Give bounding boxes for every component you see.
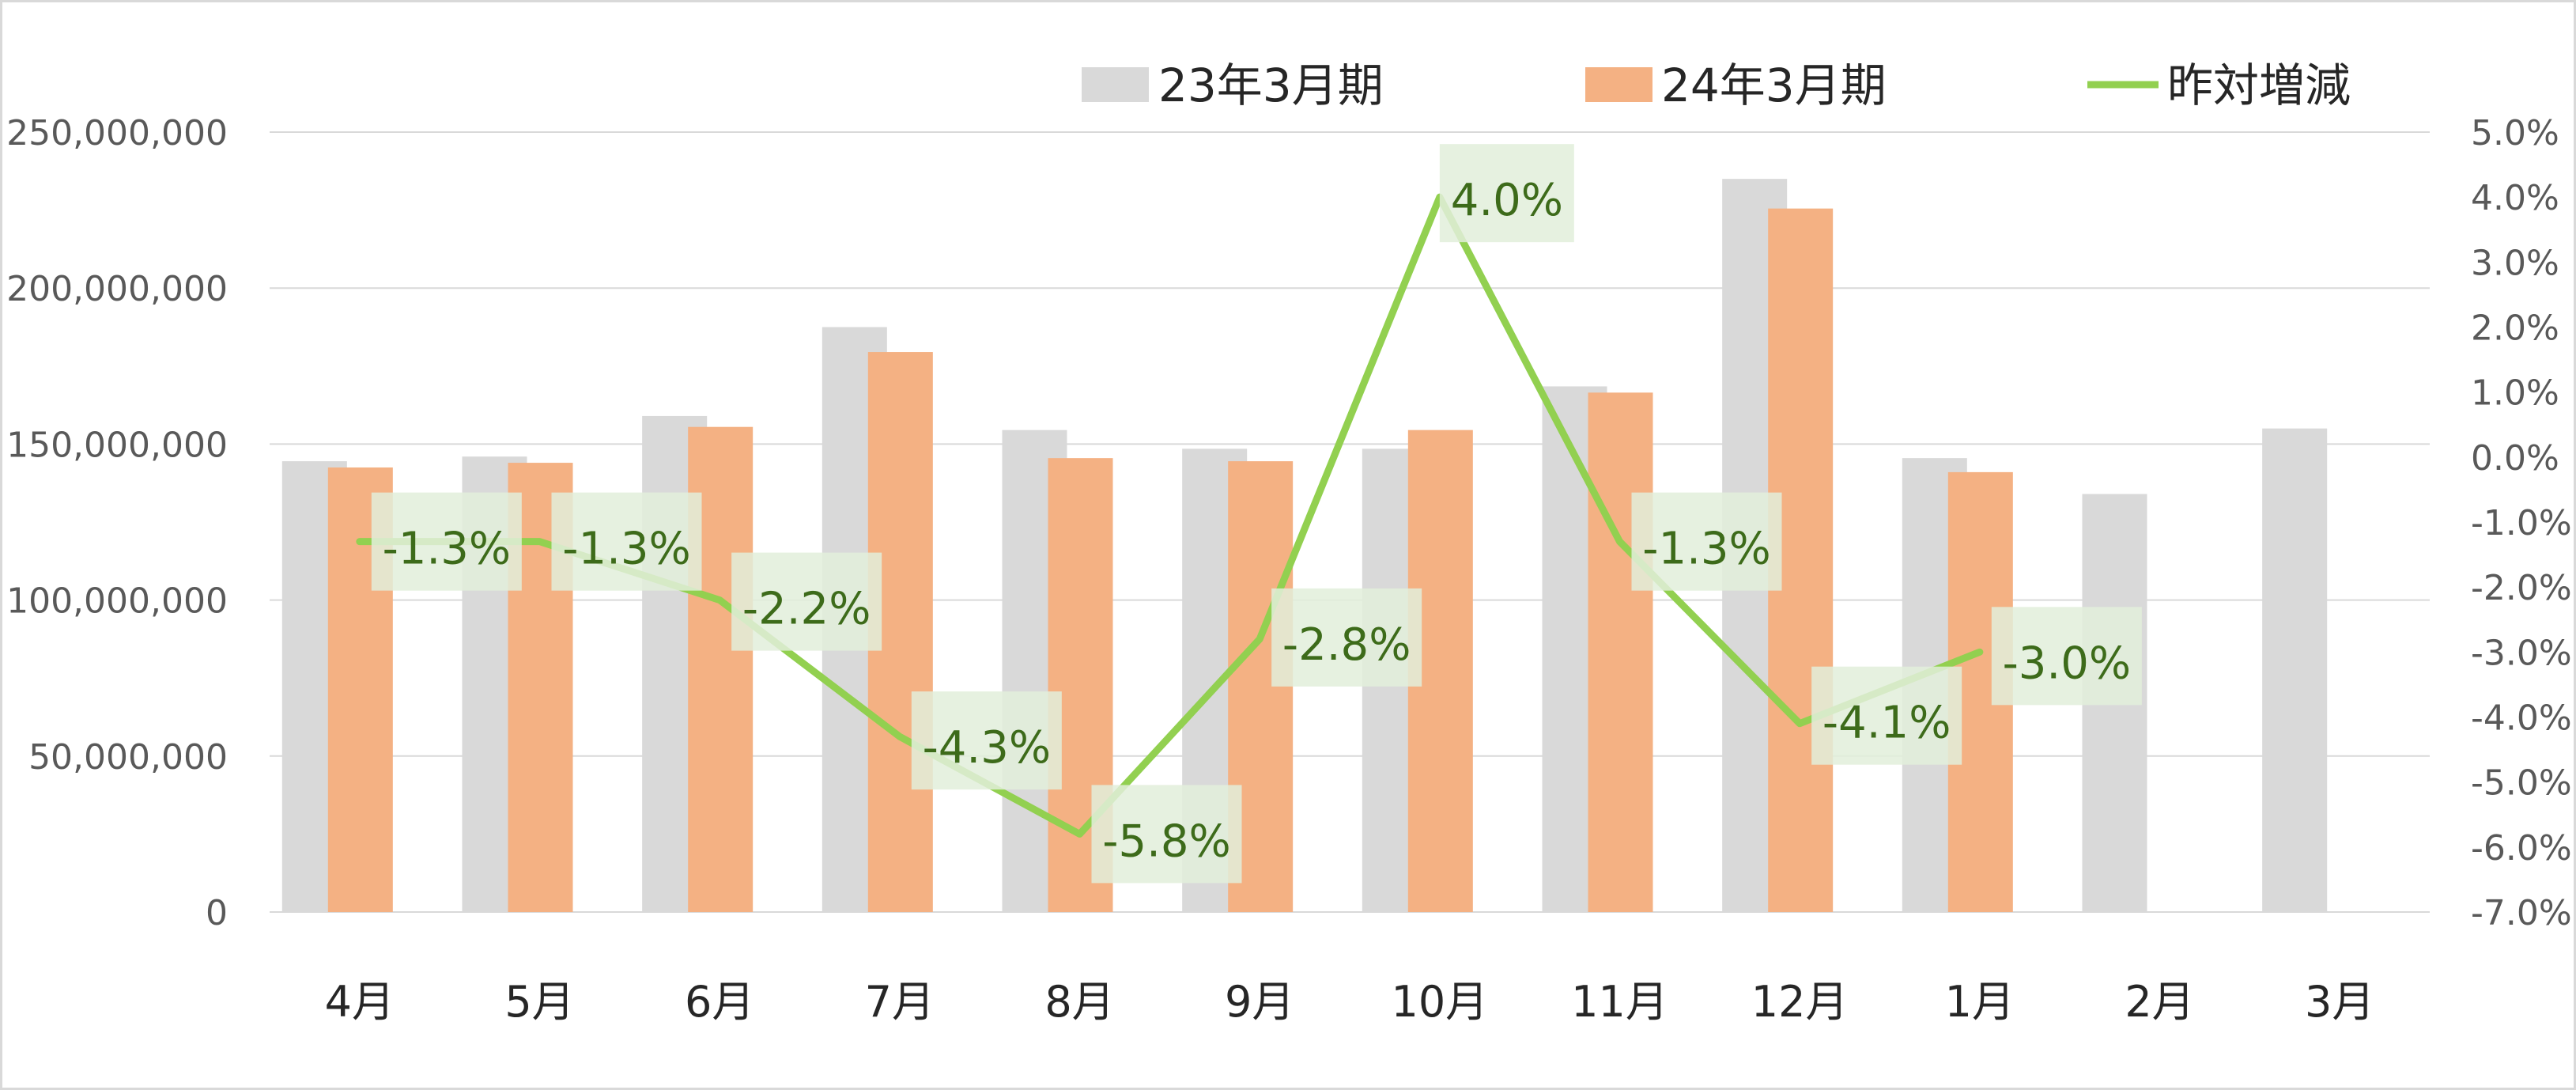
x-tick-label: 9月 xyxy=(1225,977,1294,1027)
x-tick-label: 6月 xyxy=(685,977,754,1027)
x-tick-label: 4月 xyxy=(325,977,395,1027)
yoy-data-label: -1.3% xyxy=(1642,524,1770,575)
yoy-data-label: -5.8% xyxy=(1102,816,1230,867)
x-tick-label: 7月 xyxy=(865,977,935,1027)
data-label-box xyxy=(1091,785,1242,884)
data-label-box xyxy=(1439,144,1574,243)
yoy-data-label: -4.3% xyxy=(923,722,1051,774)
data-label-box xyxy=(1631,492,1782,591)
x-tick-label: 11月 xyxy=(1571,977,1668,1027)
bar-24-3 xyxy=(1588,392,1653,913)
x-tick-label: 5月 xyxy=(504,977,574,1027)
y-right-tick-label: -2.0% xyxy=(2471,568,2572,608)
data-label-box xyxy=(551,492,702,591)
data-label-box xyxy=(731,552,882,651)
legend-item-23-3-label: 23年3月期 xyxy=(1158,59,1384,112)
y-right-tick-label: 4.0% xyxy=(2471,178,2559,218)
data-label-box xyxy=(1811,666,1962,765)
y-left-tick-label: 250,000,000 xyxy=(6,113,228,153)
data-label-box xyxy=(1271,588,1422,687)
yoy-data-label: -1.3% xyxy=(383,524,511,575)
yoy-data-label: -2.8% xyxy=(1282,619,1411,671)
data-label-box xyxy=(1991,607,2142,706)
y-right-tick-label: -1.0% xyxy=(2471,503,2572,543)
yoy-data-label: 4.0% xyxy=(1451,175,1563,226)
yoy-data-label: -2.2% xyxy=(742,584,871,635)
y-left-tick-label: 150,000,000 xyxy=(6,425,228,465)
data-label-box xyxy=(911,691,1062,790)
y-left-tick-label: 200,000,000 xyxy=(6,269,228,309)
x-tick-label: 3月 xyxy=(2305,977,2374,1027)
x-tick-label: 2月 xyxy=(2125,977,2194,1027)
x-tick-label: 10月 xyxy=(1391,977,1488,1027)
data-labels: -1.3% -1.3% -2.2% -4.3% -5.8% -2.8% 4.0% -1.3% -… xyxy=(371,144,2142,884)
bar-23-3 xyxy=(2262,428,2328,912)
x-tick-label: 1月 xyxy=(1945,977,2015,1027)
y-left-tick-label: 0 xyxy=(206,893,228,933)
yoy-data-label: -3.0% xyxy=(2003,638,2131,689)
y-left-tick-label: 100,000,000 xyxy=(6,581,228,622)
y-left-tick-label: 50,000,000 xyxy=(28,737,228,778)
legend-item-yoy-label: 昨対増減 xyxy=(2167,59,2351,112)
y-right-tick-label: -6.0% xyxy=(2471,828,2572,869)
axes: 0 50,000,000 100,000,000 150,000,000 200,000… xyxy=(6,113,2572,1027)
yoy-data-label: -4.1% xyxy=(1822,698,1951,749)
y-right-tick-label: 3.0% xyxy=(2471,243,2559,283)
y-right-tick-label: -4.0% xyxy=(2471,698,2572,739)
data-label-box xyxy=(371,492,522,591)
y-right-tick-label: 1.0% xyxy=(2471,373,2559,414)
y-right-tick-label: -5.0% xyxy=(2471,763,2572,804)
x-tick-label: 8月 xyxy=(1044,977,1114,1027)
y-right-tick-label: 2.0% xyxy=(2471,308,2559,349)
y-right-tick-label: -7.0% xyxy=(2471,893,2572,933)
legend: 23年3月期 24年3月期 昨対増減 xyxy=(1082,59,2351,112)
x-tick-label: 12月 xyxy=(1751,977,1849,1027)
legend-item-24-3-label: 24年3月期 xyxy=(1661,59,1887,112)
yoy-data-label: -1.3% xyxy=(562,524,690,575)
legend-item-24-3-swatch xyxy=(1585,67,1652,102)
y-right-tick-label: -3.0% xyxy=(2471,633,2572,673)
y-right-tick-label: 5.0% xyxy=(2471,113,2559,153)
legend-item-23-3-swatch xyxy=(1082,67,1149,102)
y-right-tick-label: 0.0% xyxy=(2471,438,2559,479)
